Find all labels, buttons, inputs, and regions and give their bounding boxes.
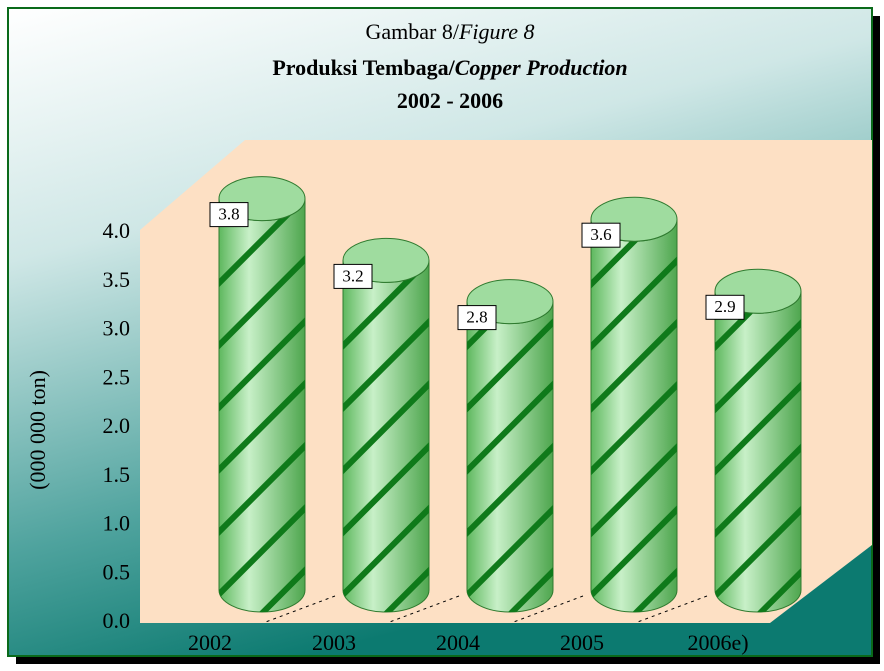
chart-subtitle: Produksi Tembaga/Copper Production xyxy=(272,55,627,80)
chart-period: 2002 - 2006 xyxy=(397,88,503,113)
value-label: 3.8 xyxy=(218,205,239,224)
y-tick-label: 1.0 xyxy=(103,511,131,536)
y-tick-label: 0.0 xyxy=(103,608,131,633)
value-label: 2.8 xyxy=(466,308,487,327)
y-tick-label: 4.0 xyxy=(103,218,131,243)
y-tick-label: 2.0 xyxy=(103,413,131,438)
x-tick-label: 2003 xyxy=(312,630,356,655)
floor-line xyxy=(386,595,460,624)
bar-stripes xyxy=(343,260,429,612)
y-tick-label: 3.5 xyxy=(103,267,131,292)
title-part: Figure 8 xyxy=(458,19,535,44)
x-tick-label: 2002 xyxy=(188,630,232,655)
bar-stripes xyxy=(591,219,677,612)
x-tick-label: 2004 xyxy=(436,630,480,655)
floor-line xyxy=(510,595,584,624)
subtitle-part: Copper Production xyxy=(455,55,628,80)
y-tick-label: 2.5 xyxy=(103,364,131,389)
value-label-box xyxy=(581,222,621,248)
value-label: 3.6 xyxy=(590,225,611,244)
y-tick-label: 0.5 xyxy=(103,559,131,584)
y-tick-label: 1.5 xyxy=(103,462,131,487)
y-axis-label: (000 000 ton) xyxy=(25,370,50,490)
x-tick-label: 2006e) xyxy=(687,630,748,655)
value-label: 2.9 xyxy=(714,297,735,316)
value-label: 3.2 xyxy=(342,266,363,285)
bar-stripes xyxy=(467,301,553,612)
subtitle-part: Produksi Tembaga/ xyxy=(272,55,455,80)
floor-line xyxy=(262,595,336,624)
bar-stripes xyxy=(715,291,801,612)
title-part: Gambar 8/ xyxy=(365,19,459,44)
value-label-box xyxy=(457,305,497,331)
chart-title: Gambar 8/Figure 8 xyxy=(365,19,534,44)
value-label-box xyxy=(705,294,745,320)
value-label-box xyxy=(333,263,373,289)
bar-stripes xyxy=(219,198,305,612)
value-label-box xyxy=(209,202,249,228)
floor-line xyxy=(634,595,708,624)
x-tick-label: 2005 xyxy=(560,630,604,655)
y-tick-label: 3.0 xyxy=(103,316,131,341)
